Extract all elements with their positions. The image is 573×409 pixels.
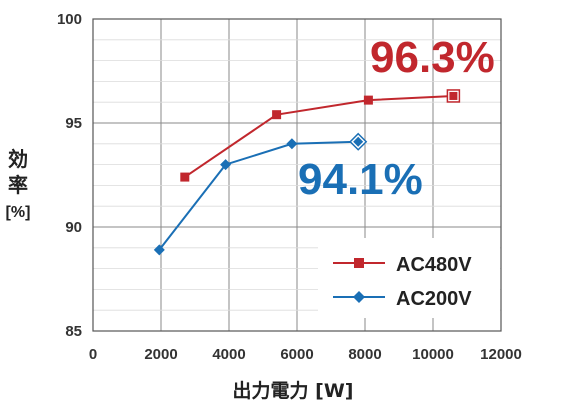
data-point-ac480v: [449, 91, 458, 100]
data-point-ac200v: [220, 159, 232, 171]
data-point-ac480v: [272, 110, 282, 120]
legend-box: [318, 238, 500, 318]
series-line-ac480v: [184, 94, 454, 178]
data-point-ac200v: [286, 138, 298, 150]
x-tick-label: 8000: [348, 346, 381, 363]
x-tick-label: 12000: [480, 346, 522, 363]
y-tick-labels: 85 90 95 100: [57, 11, 82, 340]
x-tick-label: 6000: [280, 346, 313, 363]
legend-marker-ac200v: [353, 291, 365, 303]
y-tick-label: 100: [57, 11, 82, 28]
y-axis-unit: [%]: [6, 204, 31, 221]
legend-label-ac200v: AC200V: [396, 288, 472, 310]
data-point-ac480v: [180, 172, 190, 182]
legend: AC480V AC200V: [318, 238, 500, 318]
x-tick-label: 2000: [144, 346, 177, 363]
y-tick-label: 90: [65, 219, 82, 236]
legend-marker-ac480v: [354, 258, 364, 268]
series-layer: [153, 89, 461, 256]
series-line-ac200v: [158, 140, 359, 251]
x-tick-labels: 0 2000 4000 6000 8000 10000 12000: [89, 346, 522, 363]
data-point-ac200v: [353, 136, 364, 147]
y-tick-label: 95: [65, 115, 82, 132]
peak-label-ac200v: 94.1%: [298, 155, 423, 204]
peak-label-ac480v: 96.3%: [370, 33, 495, 82]
x-tick-label: 4000: [212, 346, 245, 363]
y-tick-label: 85: [65, 323, 82, 340]
x-tick-label: 10000: [412, 346, 454, 363]
data-point-ac480v: [363, 95, 373, 105]
legend-label-ac480v: AC480V: [396, 254, 472, 276]
y-axis-label-char-1: 効: [8, 147, 28, 171]
plot-frame: [92, 18, 502, 332]
data-point-ac200v: [153, 244, 165, 256]
y-axis-label-char-2: 率: [8, 173, 28, 197]
x-axis-label: 出力電力 [W]: [233, 379, 354, 402]
x-tick-label: 0: [89, 346, 97, 363]
